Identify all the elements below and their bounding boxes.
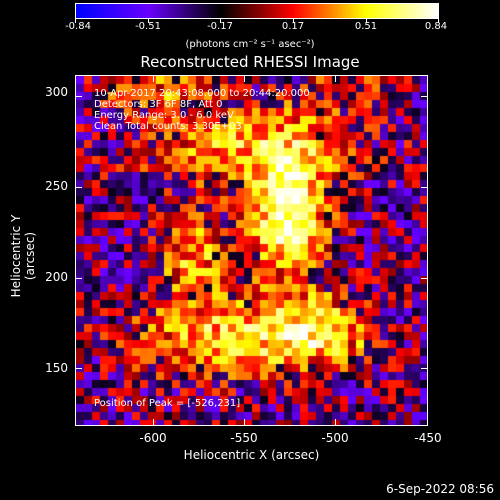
y-tick-label: 250 — [45, 179, 68, 193]
x-tick-mark — [153, 76, 154, 82]
y-tick-mark — [76, 278, 82, 279]
y-tick-mark — [421, 368, 427, 369]
y-tick-mark — [421, 187, 427, 188]
y-axis-label: Heliocentric Y (arcsec) — [9, 214, 37, 298]
y-tick-mark — [421, 278, 427, 279]
plot-title: Reconstructed RHESSI Image — [140, 53, 360, 71]
y-tick-label: 200 — [45, 270, 68, 284]
x-tick-label: -500 — [321, 431, 349, 445]
x-tick-mark — [153, 419, 154, 425]
x-tick-mark — [335, 419, 336, 425]
colorbar-tick-mark — [75, 19, 76, 23]
y-tick-mark — [76, 96, 82, 97]
colorbar-tick-mark — [293, 19, 294, 23]
colorbar-tick-label: -0.84 — [65, 21, 91, 32]
x-axis-label: Heliocentric X (arcsec) — [183, 448, 320, 462]
colorbar-tick-label: -0.51 — [135, 21, 161, 32]
colorbar-units-label: (photons cm⁻² s⁻¹ asec⁻²) — [185, 39, 315, 50]
colorbar-tick-label: 0.51 — [354, 21, 378, 32]
x-tick-label: -600 — [139, 431, 167, 445]
x-tick-label: -550 — [230, 431, 258, 445]
colorbar-tick-mark — [366, 19, 367, 23]
rhessi-heatmap — [76, 76, 427, 425]
y-tick-mark — [76, 368, 82, 369]
x-tick-label: -450 — [414, 431, 442, 445]
image-plot-area: 10-Apr-2017 20:43:08.000 to 20:44:20.000… — [75, 75, 428, 426]
energy-range-label: Energy Range: 3.0 - 6.0 keV — [94, 110, 234, 121]
colorbar-tick-mark — [438, 19, 439, 23]
colorbar-gradient — [76, 4, 438, 18]
x-tick-mark — [335, 76, 336, 82]
y-tick-mark — [76, 187, 82, 188]
colorbar-tick-label: 0.84 — [424, 21, 448, 32]
colorbar-tick-label: -0.17 — [207, 21, 233, 32]
y-tick-label: 300 — [45, 85, 68, 99]
colorbar-tick-label: 0.17 — [281, 21, 305, 32]
y-tick-label: 150 — [45, 361, 68, 375]
x-tick-mark — [244, 419, 245, 425]
colorbar-tick-mark — [148, 19, 149, 23]
x-tick-mark — [244, 76, 245, 82]
detectors-label: Detectors: 3F 6F 8F, Att 0 — [94, 99, 223, 110]
time-range-label: 10-Apr-2017 20:43:08.000 to 20:44:20.000 — [94, 88, 310, 99]
footer-date: 6-Sep-2022 08:56 — [386, 482, 494, 496]
y-tick-mark — [421, 96, 427, 97]
colorbar — [75, 3, 439, 19]
colorbar-tick-mark — [220, 19, 221, 23]
peak-position-label: Position of Peak = [-526,231] — [94, 398, 241, 409]
clean-counts-label: Clean Total counts: 3.30E+03 — [94, 121, 242, 132]
